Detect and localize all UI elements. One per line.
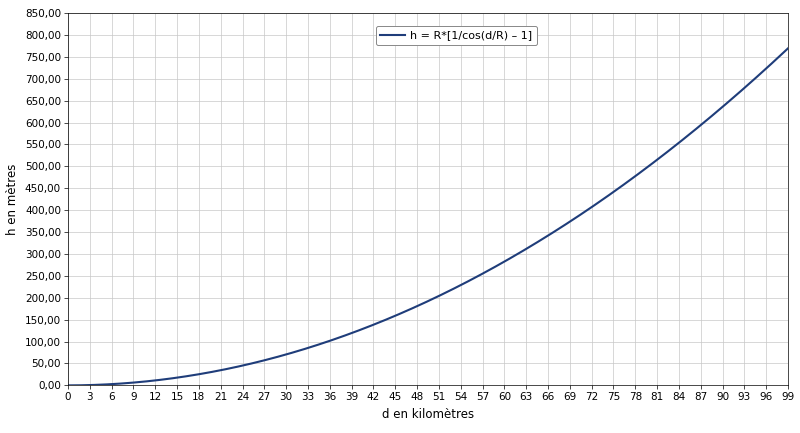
h = R*[1/cos(d/R) – 1]	[417, 301, 426, 307]
h = R*[1/cos(d/R) – 1]	[100, 382, 110, 387]
Legend: h = R*[1/cos(d/R) – 1]: h = R*[1/cos(d/R) – 1]	[376, 26, 537, 45]
Line: h = R*[1/cos(d/R) – 1]: h = R*[1/cos(d/R) – 1]	[68, 42, 795, 385]
h = R*[1/cos(d/R) – 1]	[790, 39, 800, 44]
h = R*[1/cos(d/R) – 1]	[636, 170, 646, 175]
h = R*[1/cos(d/R) – 1]	[769, 59, 778, 64]
Y-axis label: h en mètres: h en mètres	[6, 164, 19, 235]
h = R*[1/cos(d/R) – 1]	[398, 310, 407, 315]
h = R*[1/cos(d/R) – 1]	[63, 383, 73, 388]
X-axis label: d en kilomètres: d en kilomètres	[382, 408, 474, 421]
h = R*[1/cos(d/R) – 1]	[770, 58, 779, 64]
